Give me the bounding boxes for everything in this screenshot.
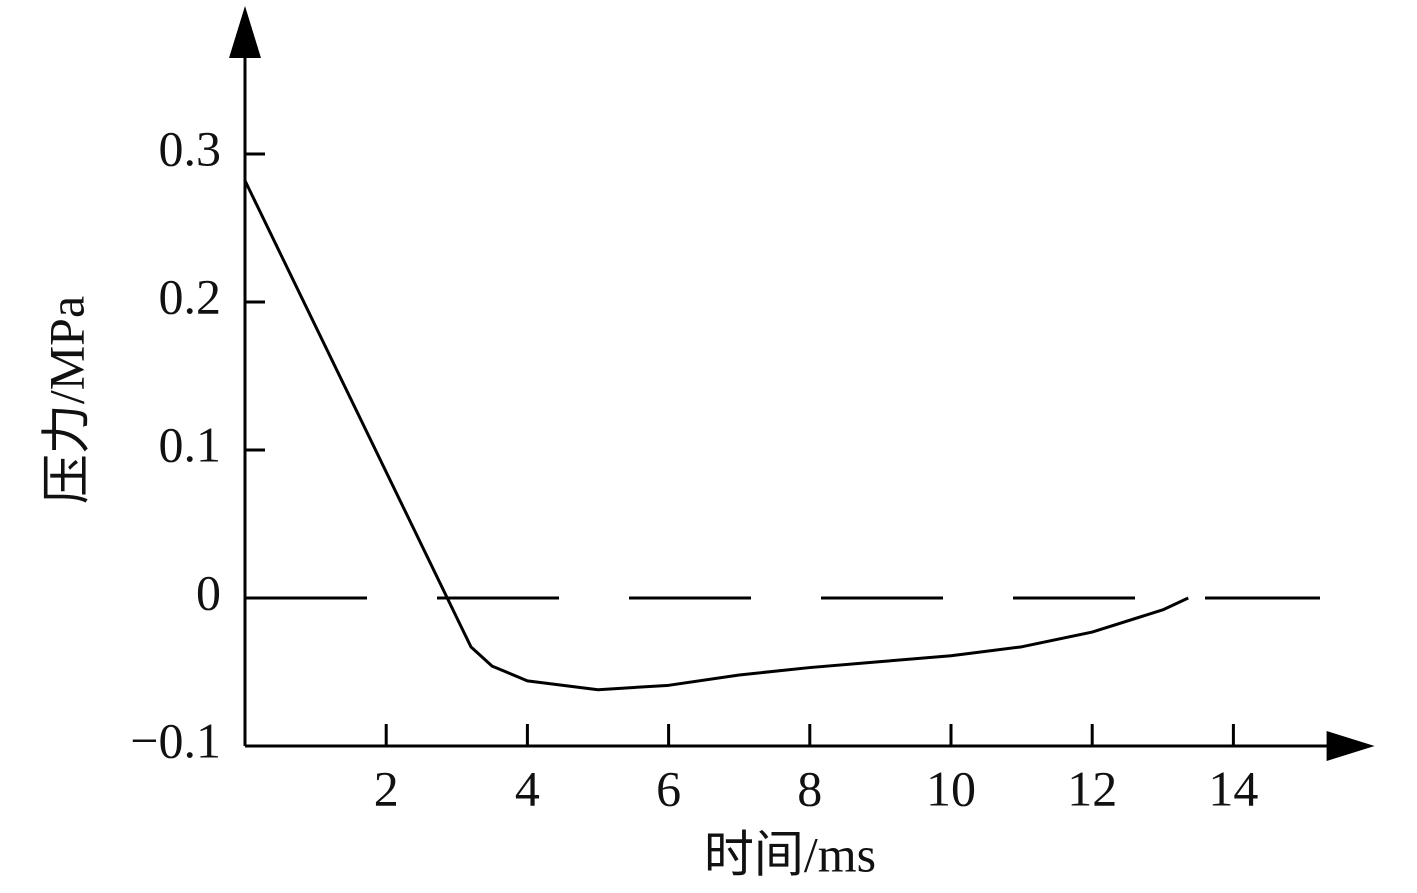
- y-axis-arrow: [229, 6, 261, 58]
- x-tick-label: 6: [656, 760, 681, 816]
- y-tick-label: 0: [196, 564, 221, 620]
- x-tick-label: 8: [797, 760, 822, 816]
- data-line: [243, 179, 1189, 692]
- y-tick-label: 0.2: [159, 268, 222, 324]
- x-tick-label: 12: [1067, 760, 1117, 816]
- x-tick-label: 4: [515, 760, 540, 816]
- y-axis-label: 压力/MPa: [38, 296, 94, 504]
- x-tick-label: 14: [1208, 760, 1258, 816]
- y-tick-label: 0.3: [159, 120, 222, 176]
- y-tick-label: −0.1: [130, 712, 221, 768]
- x-axis-arrow: [1326, 731, 1375, 761]
- x-tick-label: 10: [926, 760, 976, 816]
- y-tick-label: 0.1: [159, 416, 222, 472]
- x-axis-label: 时间/ms: [704, 826, 876, 882]
- x-tick-label: 2: [374, 760, 399, 816]
